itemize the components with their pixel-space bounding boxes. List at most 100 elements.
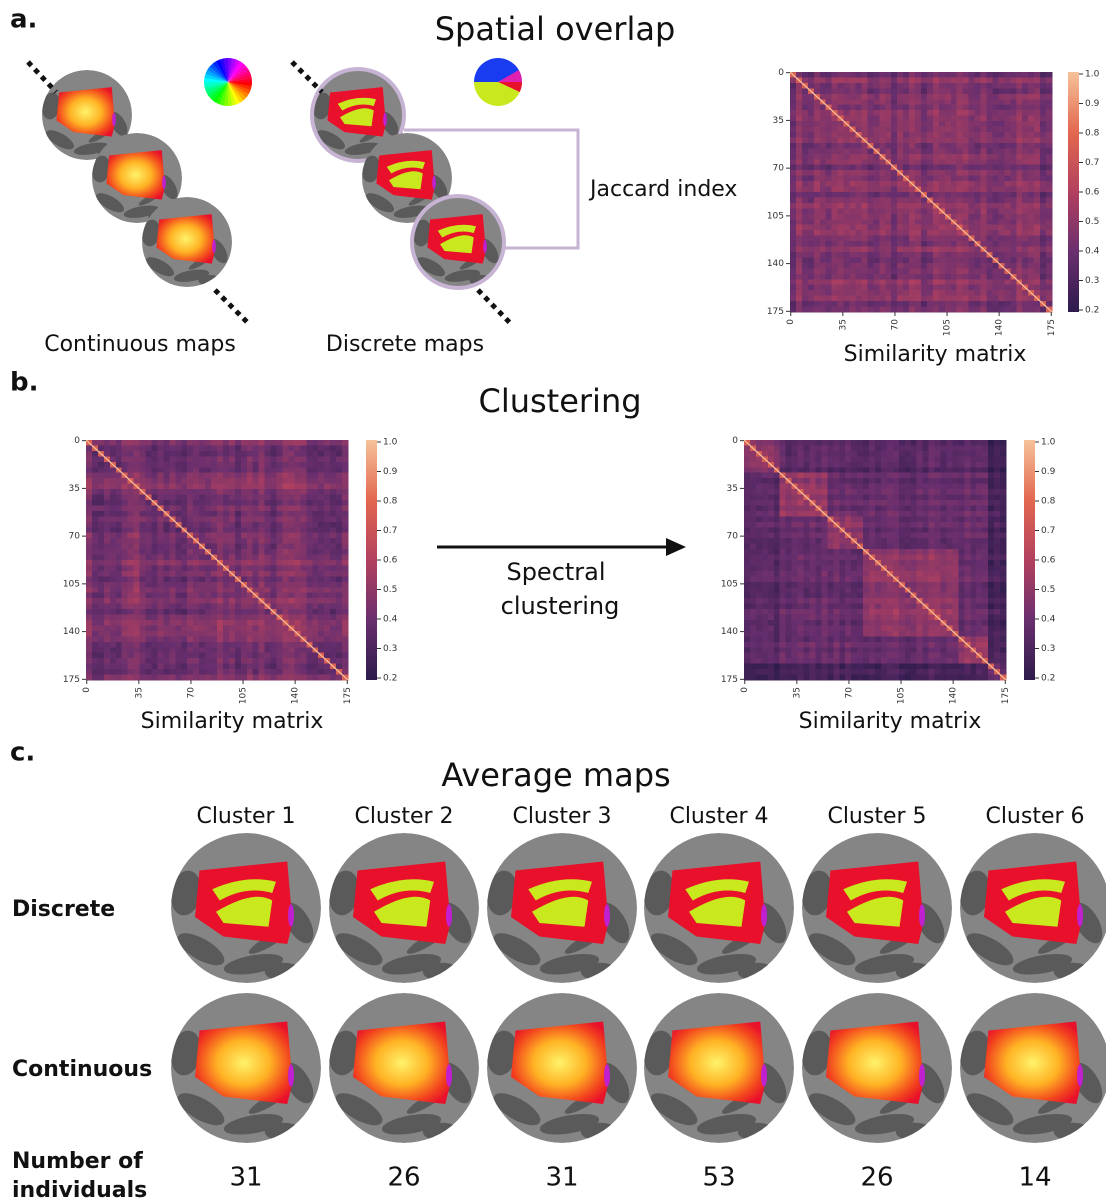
heatmap-cell	[976, 500, 982, 506]
heatmap-cell	[1022, 83, 1028, 89]
heatmap-cell	[750, 462, 756, 468]
heatmap-cell	[140, 544, 146, 550]
heatmap-cell	[277, 576, 283, 582]
heatmap-cell	[762, 489, 768, 495]
heatmap-cell	[832, 94, 838, 100]
heatmap-cell	[187, 478, 193, 484]
heatmap-cell	[98, 642, 104, 648]
heatmap-cell	[104, 544, 110, 550]
heatmap-cell	[211, 658, 217, 664]
heatmap-cell	[122, 675, 128, 681]
heatmap-cell	[152, 549, 158, 555]
heatmap-cell	[933, 137, 939, 143]
heatmap-cell	[998, 197, 1004, 203]
heatmap-cell	[277, 505, 283, 511]
heatmap-cell	[845, 516, 851, 522]
heatmap-cell	[247, 538, 253, 544]
heatmap-cell	[941, 538, 947, 544]
heatmap-cell	[891, 110, 897, 116]
heatmap-cell	[790, 165, 796, 171]
heatmap-cell	[193, 658, 199, 664]
ellipsis-dots	[28, 62, 56, 92]
heatmap-cell	[909, 219, 915, 225]
heatmap-cell	[300, 467, 306, 473]
heatmap-cell	[814, 257, 820, 263]
heatmap-cell	[951, 187, 957, 193]
heatmap-cell	[957, 72, 963, 78]
heatmap-cell	[187, 582, 193, 588]
heatmap-cell	[277, 527, 283, 533]
heatmap-cell	[909, 88, 915, 94]
heatmap-cell	[923, 456, 929, 462]
heatmap-cell	[110, 582, 116, 588]
heatmap-cell	[134, 555, 140, 561]
heatmap-cell	[905, 484, 911, 490]
heatmap-cell	[885, 170, 891, 176]
heatmap-cell	[116, 571, 122, 577]
heatmap-cell	[790, 307, 796, 313]
heatmap-cell	[128, 555, 134, 561]
heatmap-cell	[336, 675, 342, 681]
heatmap-cell	[140, 565, 146, 571]
heatmap-cell	[110, 571, 116, 577]
heatmap-cell	[873, 110, 879, 116]
heatmap-cell	[98, 598, 104, 604]
heatmap-cell	[229, 511, 235, 517]
heatmap-cell	[994, 527, 1000, 533]
heatmap-cell	[970, 505, 976, 511]
heatmap-cell	[122, 527, 128, 533]
heatmap-cell	[116, 522, 122, 528]
heatmap-cell	[815, 538, 821, 544]
heatmap-cell	[187, 516, 193, 522]
heatmap-cell	[909, 274, 915, 280]
heatmap-cell	[845, 478, 851, 484]
heatmap-cell	[92, 462, 98, 468]
heatmap-cell	[211, 560, 217, 566]
panel-title: Average maps	[441, 756, 670, 794]
heatmap-cell	[116, 484, 122, 490]
heatmap-cell	[839, 462, 845, 468]
heatmap-cell	[827, 462, 833, 468]
heatmap-cell	[994, 533, 1000, 539]
heatmap-cell	[975, 290, 981, 296]
heatmap-cell	[951, 127, 957, 133]
heatmap-cell	[241, 462, 247, 468]
heatmap-cell	[756, 440, 762, 446]
heatmap-cell	[969, 94, 975, 100]
heatmap-cell	[86, 647, 92, 653]
heatmap-cell	[259, 555, 265, 561]
heatmap-cell	[152, 484, 158, 490]
heatmap-cell	[838, 77, 844, 83]
heatmap-cell	[845, 473, 851, 479]
heatmap-cell	[873, 225, 879, 231]
heatmap-cell	[134, 669, 140, 675]
heatmap-cell	[879, 165, 885, 171]
heatmap-cell	[229, 587, 235, 593]
heatmap-cell	[899, 527, 905, 533]
heatmap-cell	[312, 440, 318, 446]
heatmap-cell	[856, 241, 862, 247]
heatmap-cell	[909, 127, 915, 133]
heatmap-cell	[804, 544, 810, 550]
heatmap-cell	[815, 516, 821, 522]
heatmap-cell	[887, 484, 893, 490]
heatmap-cell	[1040, 137, 1046, 143]
heatmap-cell	[342, 642, 348, 648]
heatmap-cell	[223, 625, 229, 631]
heatmap-cell	[964, 505, 970, 511]
heatmap-cell	[211, 625, 217, 631]
heatmap-cell	[927, 225, 933, 231]
heatmap-cell	[223, 631, 229, 637]
heatmap-cell	[921, 127, 927, 133]
heatmap-cell	[223, 456, 229, 462]
heatmap-cell	[856, 181, 862, 187]
heatmap-cell	[128, 549, 134, 555]
heatmap-cell	[146, 489, 152, 495]
heatmap-cell	[832, 88, 838, 94]
heatmap-cell	[879, 208, 885, 214]
heatmap-cell	[939, 94, 945, 100]
heatmap-cell	[163, 527, 169, 533]
heatmap-cell	[827, 527, 833, 533]
heatmap-cell	[921, 94, 927, 100]
heatmap-cell	[116, 576, 122, 582]
